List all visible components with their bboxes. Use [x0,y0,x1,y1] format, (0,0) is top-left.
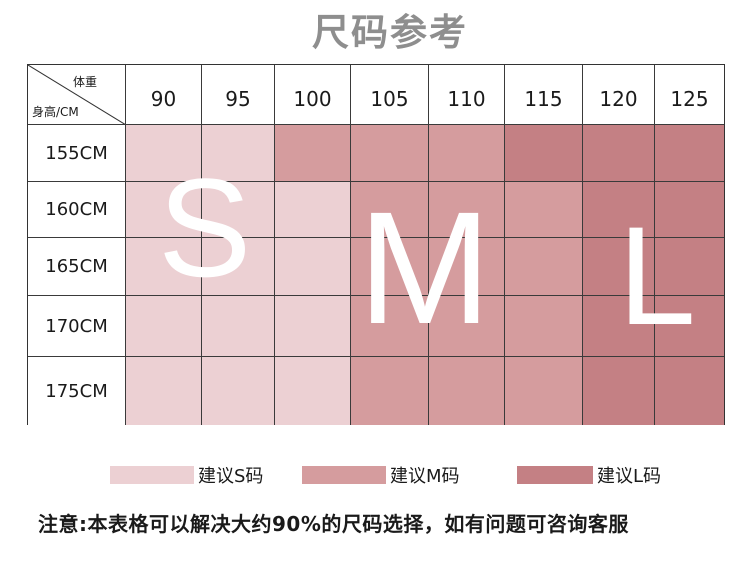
size-cell-m [505,182,583,238]
size-cell-m [351,125,429,182]
size-cell-l [583,182,655,238]
size-cell-l [583,357,655,425]
footnote: 注意:本表格可以解决大约90%的尺码选择，如有问题可咨询客服 [38,512,629,536]
weight-header: 90 [126,65,202,125]
size-cell-s [202,125,275,182]
size-cell-s [126,125,202,182]
size-cell-m [275,125,351,182]
weight-header: 115 [505,65,583,125]
size-cell-m [351,357,429,425]
size-cell-s [126,238,202,296]
size-cell-s [202,357,275,425]
legend-item-m: 建议M码 [302,462,460,488]
size-cell-s [275,238,351,296]
height-row-label: 175CM [28,357,126,425]
height-row-label: 160CM [28,182,126,238]
size-cell-m [429,296,505,357]
size-cell-s [126,182,202,238]
corner-header-cell: 体重 身高/CM [28,65,126,125]
size-cell-m [429,125,505,182]
size-cell-m [429,238,505,296]
page-title: 尺码参考 [312,11,468,54]
legend-label-m: 建议M码 [390,466,460,487]
size-cell-s [126,296,202,357]
size-cell-m [429,357,505,425]
height-row-label: 165CM [28,238,126,296]
weight-header: 125 [655,65,724,125]
size-cell-m [505,296,583,357]
size-cell-l [655,296,724,357]
size-cell-m [505,238,583,296]
size-cell-s [202,182,275,238]
weight-header: 120 [583,65,655,125]
diagonal-divider [28,65,125,124]
legend-item-l: 建议L码 [517,462,661,488]
size-cell-s [275,357,351,425]
legend-swatch-m [302,466,386,484]
size-cell-l [583,296,655,357]
height-axis-label: 身高/CM [32,105,79,119]
size-cell-m [351,238,429,296]
legend-swatch-s [110,466,194,484]
size-cell-m [429,182,505,238]
size-cell-l [655,125,724,182]
weight-axis-label: 体重 [72,75,97,89]
weight-header: 105 [351,65,429,125]
legend-label-l: 建议L码 [597,466,662,487]
size-chart-table: 体重 身高/CM 90 95 100 105 110 115 120 125 1… [27,64,725,425]
weight-header: 100 [275,65,351,125]
weight-header: 110 [429,65,505,125]
size-cell-s [275,182,351,238]
size-cell-l [583,238,655,296]
size-cell-m [351,182,429,238]
size-cell-s [202,296,275,357]
size-cell-s [126,357,202,425]
size-cell-s [275,296,351,357]
size-cell-l [655,238,724,296]
legend-label-s: 建议S码 [198,466,264,487]
legend-item-s: 建议S码 [110,462,263,488]
legend-swatch-l [517,466,593,484]
size-cell-s [202,238,275,296]
height-row-label: 170CM [28,296,126,357]
size-cell-l [655,357,724,425]
size-cell-l [583,125,655,182]
size-cell-l [505,125,583,182]
height-row-label: 155CM [28,125,126,182]
size-cell-m [505,357,583,425]
size-cell-m [351,296,429,357]
weight-header: 95 [202,65,275,125]
size-cell-l [655,182,724,238]
